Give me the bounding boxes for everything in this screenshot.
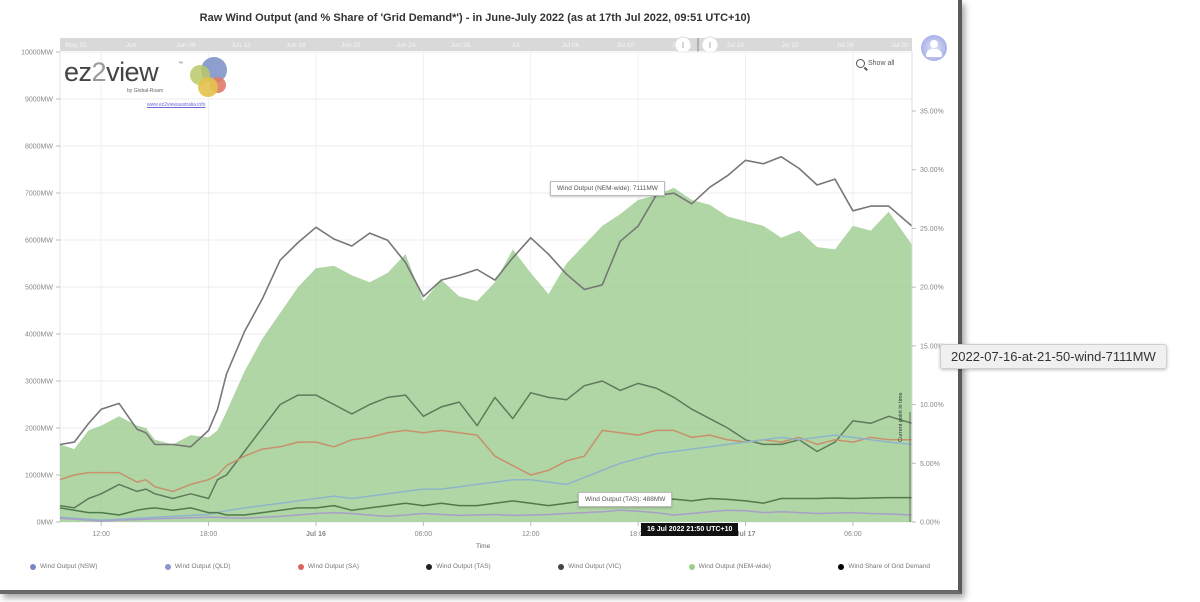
left-tick-label: 1000MW (25, 473, 53, 480)
logo-wordmark: ez2view (64, 57, 159, 87)
legend-dot-icon (426, 563, 433, 570)
right-tick-label: 15.00% (920, 343, 944, 350)
series-line-wind-output-qld[interactable] (59, 509, 913, 522)
left-tick-label: 6000MW (25, 238, 53, 245)
series-area-wind-output-nem-wide[interactable] (60, 187, 912, 523)
x-tick-label: 06:00 (415, 531, 433, 538)
navigator-label: Jun 08 (176, 42, 196, 49)
ez2view-logo: ez2view ™ by Global-Roam www.ez2viewaust… (62, 55, 232, 113)
x-axis: 12:00 18:00 Jul 16 06:00 12:00 18:00 Jul 17 06:… (92, 522, 862, 538)
right-tick-label: 20.00% (920, 285, 944, 292)
right-tick-label: 5.00% (920, 461, 940, 468)
legend-label: Wind Output (TAS) (436, 563, 491, 570)
legend-dot-icon (558, 563, 565, 570)
left-tick-label: 9000MW (25, 97, 53, 104)
navigator-strip[interactable] (60, 38, 912, 51)
legend-label: Wind Output (NEM-wide) (698, 563, 771, 570)
legend-dot-icon (838, 563, 845, 570)
x-axis-title: Time (476, 543, 491, 550)
legend-dot-icon (164, 563, 171, 570)
x-tick-label: 18:00 (200, 531, 218, 538)
tooltip-tas: Wind Output (TAS): 488MW (578, 492, 673, 507)
show-all-button[interactable]: Show all (856, 59, 894, 68)
legend-label: Wind Output (QLD) (174, 563, 231, 570)
legend-label: Wind Output (SA) (307, 563, 359, 570)
series-line-wind-output-tas[interactable] (59, 496, 912, 516)
legend-label: Wind Output (VIC) (568, 563, 622, 570)
legend-item[interactable]: Wind Output (NSW) (30, 563, 97, 570)
right-axis: 0.00% 5.00% 10.00% 15.00% 20.00% 25.00% 30.00%… (911, 52, 944, 527)
navigator-label: Jun (126, 42, 137, 49)
x-tick-label: 12:00 (92, 531, 110, 538)
x-tick-label: Jul 16 (306, 531, 326, 538)
logo-trademark: ™ (178, 61, 183, 67)
series-line-wind-output-vic[interactable] (59, 380, 913, 509)
x-tick-label: Jul 17 (736, 531, 756, 538)
navigator-label: Jun 28 (451, 42, 471, 49)
legend-label: Wind Output (NSW) (40, 563, 98, 570)
show-all-label: Show all (868, 60, 895, 67)
legend-item[interactable]: Wind Output (SA) (297, 563, 359, 570)
series-line-wind-output-nsw[interactable] (59, 434, 913, 521)
chart-window: Raw Wind Output (and % Share of 'Grid De… (0, 0, 962, 594)
navigator-label: Jun 24 (396, 42, 416, 49)
right-tick-label: 10.00% (920, 402, 944, 409)
left-tick-label: 2000MW (25, 426, 53, 433)
navigator-labels: May 31 Jun Jun 08 Jun 12 Jun 16 Jun 20 Jun 24 J… (65, 42, 909, 49)
x-tick-label: 06:00 (844, 531, 862, 538)
chart-canvas: May 31 Jun Jun 08 Jun 12 Jun 16 Jun 20 Jun 24 J… (21, 36, 944, 538)
left-axis: 0MW 1000MW 2000MW 3000MW 4000MW 5000MW 6000MW 7… (21, 50, 60, 527)
right-tick-label: 25.00% (920, 226, 944, 233)
file-name-label: 2022-07-16-at-21-50-wind-7111MW (940, 344, 1167, 369)
navigator-label: Jul 10 (617, 42, 635, 49)
area-layer (60, 187, 912, 523)
crosshair-time-label: 16 Jul 2022 21:50 UTC+10 (641, 523, 739, 536)
navigator-label: Jul 18 (727, 42, 745, 49)
logo-byline: by Global-Roam (127, 88, 164, 94)
zoom-out-icon (856, 59, 865, 68)
left-tick-label: 7000MW (25, 191, 53, 198)
legend-label: Wind Share of Grid Demand (848, 563, 930, 570)
left-tick-label: 8000MW (25, 144, 53, 151)
series-line-wind-share-of-grid-demand[interactable] (59, 156, 913, 448)
logo-circles-icon (190, 57, 227, 97)
legend: Wind Output (NSW) Wind Output (QLD) Wind O… (30, 563, 930, 570)
legend-item[interactable]: Wind Output (VIC) (558, 563, 621, 570)
right-tick-label: 35.00% (920, 109, 944, 116)
left-tick-label: 4000MW (25, 332, 53, 339)
legend-dot-icon (30, 563, 36, 570)
legend-item[interactable]: Wind Output (QLD) (164, 563, 231, 570)
line-layer (59, 156, 913, 522)
left-tick-label: 10000MW (21, 50, 53, 57)
legend-item[interactable]: Wind Output (NEM-wide) (688, 563, 771, 570)
x-tick-label: 12:00 (522, 531, 540, 538)
navigator-label: Jul (511, 42, 520, 49)
legend-item[interactable]: Wind Output (TAS) (426, 563, 491, 570)
user-avatar-icon[interactable] (921, 35, 947, 61)
navigator-label: Jul 26 (836, 42, 854, 49)
navigator-label: Jun 12 (231, 42, 251, 49)
navigator-label: Jul 06 (562, 42, 580, 49)
right-tick-label: 0.00% (920, 520, 940, 527)
tooltip-nem-wide: Wind Output (NEM-wide): 7111MW (550, 181, 665, 196)
current-point-in-time-label: Current point in time (898, 392, 904, 442)
legend-dot-icon (688, 563, 695, 570)
right-tick-label: 30.00% (920, 167, 944, 174)
legend-item[interactable]: Wind Share of Grid Demand (838, 563, 930, 570)
left-tick-label: 5000MW (25, 285, 53, 292)
legend-dot-icon (297, 563, 304, 570)
left-tick-label: 0MW (37, 520, 54, 527)
navigator-label: Jun 20 (341, 42, 361, 49)
x-tick-label: 18:00 (629, 531, 647, 538)
navigator-label: Jun 16 (286, 42, 306, 49)
navigator-label: May 31 (65, 42, 87, 49)
navigator-label: Jul 30 (891, 42, 909, 49)
left-tick-label: 3000MW (25, 379, 53, 386)
chart-title: Raw Wind Output (and % Share of 'Grid De… (199, 12, 751, 24)
navigator-label: Jul 22 (781, 42, 799, 49)
logo-link[interactable]: www.ez2viewaustralia.info (147, 102, 206, 108)
